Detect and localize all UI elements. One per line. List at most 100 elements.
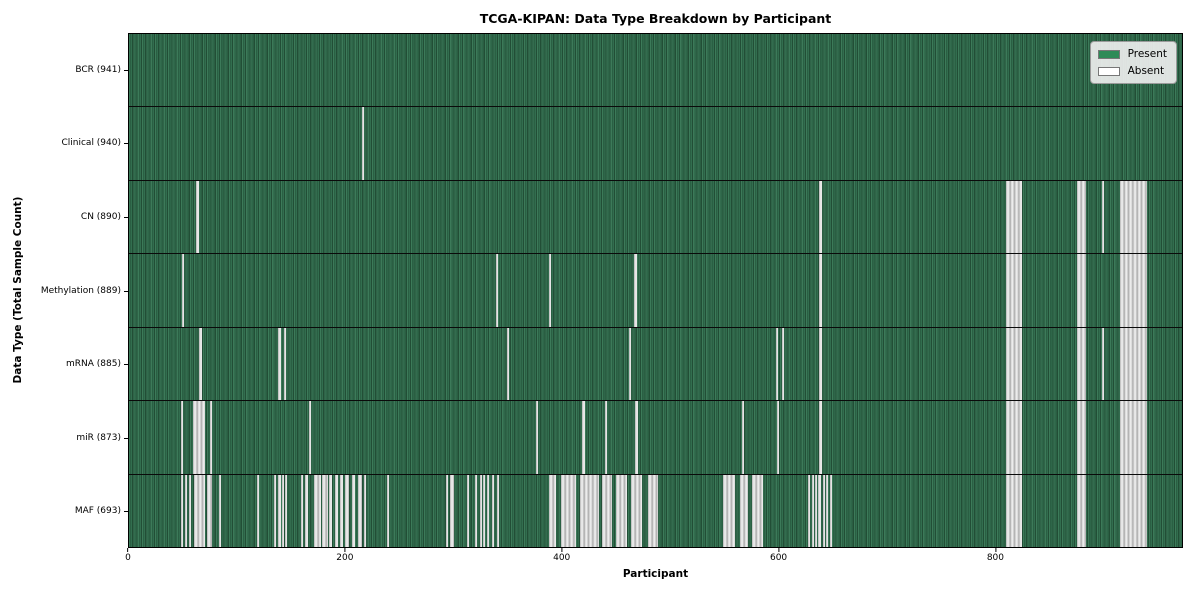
absent-band — [615, 474, 627, 547]
absent-band — [1120, 180, 1148, 254]
absent-band — [305, 474, 308, 547]
absent-band — [284, 474, 287, 547]
absent-band — [363, 474, 366, 547]
absent-band — [482, 474, 486, 547]
absent-band — [1005, 327, 1022, 401]
absent-band — [495, 254, 499, 327]
x-tick-label: 800 — [986, 553, 1004, 563]
row-bcr — [129, 34, 1182, 108]
row-mir — [129, 401, 1182, 475]
absent-band — [631, 474, 642, 547]
x-tick-mark — [778, 548, 780, 552]
plot-area: Present Absent — [128, 33, 1183, 548]
absent-band — [582, 401, 585, 474]
absent-band — [601, 474, 612, 547]
absent-band — [781, 327, 784, 401]
absent-band — [446, 474, 449, 547]
absent-band — [1101, 327, 1105, 401]
absent-band — [560, 474, 576, 547]
absent-band — [193, 474, 205, 547]
absent-band — [648, 474, 659, 547]
x-tick-mark — [344, 548, 346, 552]
absent-band — [535, 401, 539, 474]
absent-band — [274, 474, 277, 547]
absent-band — [1120, 474, 1148, 547]
absent-band — [479, 474, 482, 547]
y-tick-label: mRNA (885) — [66, 359, 121, 370]
absent-band — [182, 254, 185, 327]
absent-band — [491, 474, 494, 547]
absent-band — [1077, 474, 1086, 547]
x-tick-mark — [127, 548, 129, 552]
row-mrna — [129, 327, 1182, 402]
legend-label: Absent — [1127, 65, 1165, 77]
absent-band — [278, 474, 281, 547]
absent-band — [605, 401, 608, 474]
absent-band — [496, 474, 500, 547]
absent-band — [210, 401, 213, 474]
absent-band — [487, 474, 490, 547]
absent-band — [180, 401, 184, 474]
absent-band — [740, 474, 749, 547]
absent-band — [1077, 180, 1086, 254]
row-cn — [129, 180, 1182, 255]
y-tick-label: MAF (693) — [74, 506, 121, 517]
x-tick-mark — [561, 548, 563, 552]
x-tick: 800 — [987, 548, 1004, 563]
absent-band — [329, 474, 333, 547]
absent-band — [1005, 254, 1022, 327]
y-tick-label: miR (873) — [76, 432, 121, 443]
y-tick-mark — [124, 216, 128, 218]
x-tick: 0 — [125, 548, 131, 563]
y-tick-mark — [124, 511, 128, 513]
absent-band — [314, 474, 321, 547]
absent-band — [466, 474, 469, 547]
absent-band — [822, 474, 825, 547]
legend-swatch-absent — [1097, 66, 1120, 76]
legend-entry-present: Present — [1097, 48, 1167, 60]
absent-band — [180, 474, 184, 547]
y-tick-label: BCR (941) — [75, 64, 121, 75]
absent-band — [256, 474, 259, 547]
absent-band — [301, 474, 304, 547]
absent-band — [1120, 401, 1148, 474]
absent-band — [1005, 474, 1022, 547]
absent-band — [283, 327, 286, 401]
absent-band — [819, 327, 822, 401]
absent-band — [334, 474, 338, 547]
absent-band — [818, 474, 821, 547]
absent-band — [321, 474, 329, 547]
absent-band — [634, 254, 637, 327]
y-tick-mark — [124, 69, 128, 71]
x-tick-label: 600 — [769, 553, 788, 563]
absent-band — [475, 474, 478, 547]
x-tick-label: 0 — [125, 553, 131, 563]
x-axis-ticks: 0 200 400 600 800 — [125, 548, 1183, 568]
absent-band — [1120, 327, 1148, 401]
absent-band — [815, 474, 818, 547]
absent-band — [351, 474, 356, 547]
absent-band — [199, 327, 202, 401]
absent-band — [1005, 401, 1022, 474]
absent-band — [345, 474, 349, 547]
absent-band — [830, 474, 833, 547]
x-tick-mark — [994, 548, 996, 552]
legend-label: Present — [1127, 48, 1167, 60]
absent-band — [340, 474, 344, 547]
absent-band — [635, 401, 638, 474]
y-tick-mark — [124, 290, 128, 292]
absent-band — [548, 474, 557, 547]
absent-band — [1101, 180, 1105, 254]
y-tick-mark — [124, 364, 128, 366]
absent-band — [206, 474, 213, 547]
absent-band — [506, 327, 509, 401]
y-tick-label: CN (890) — [80, 211, 121, 222]
absent-band — [1077, 401, 1086, 474]
absent-band — [358, 474, 362, 547]
absent-band — [811, 474, 815, 547]
x-tick-label: 400 — [553, 553, 571, 563]
y-tick-label: Methylation (889) — [40, 285, 121, 296]
absent-band — [1120, 254, 1148, 327]
absent-band — [185, 474, 188, 547]
